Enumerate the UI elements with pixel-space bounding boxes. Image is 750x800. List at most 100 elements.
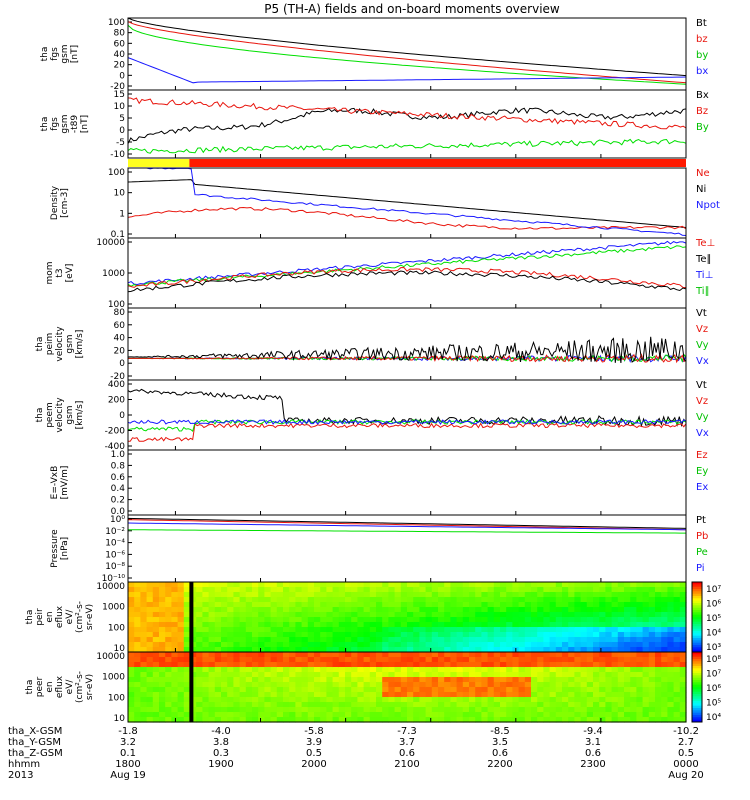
heatmap-cell [196, 647, 203, 653]
heatmap-cell [462, 582, 470, 588]
heatmap-cell [165, 647, 172, 653]
heatmap-cell [537, 677, 544, 683]
heatmap-cell [351, 657, 358, 663]
heatmap-cell [214, 667, 222, 673]
series-te-perp [127, 266, 687, 288]
heatmap-cell [400, 717, 408, 723]
heatmap-cell [419, 592, 427, 598]
heatmap-cell [624, 662, 631, 668]
heatmap-cell [549, 617, 557, 623]
heatmap-cell [345, 652, 352, 658]
heatmap-cell [599, 662, 606, 668]
colorbar-cell [692, 582, 702, 585]
heatmap-cell [648, 592, 656, 598]
heatmap-cell [208, 707, 216, 713]
heatmap-cell [438, 607, 445, 613]
heatmap-cell [531, 712, 538, 718]
heatmap-cell [456, 587, 464, 593]
heatmap-cell [345, 647, 352, 653]
heatmap-cell [524, 647, 532, 653]
heatmap-cell [183, 672, 191, 678]
heatmap-cell [338, 667, 346, 673]
heatmap-cell [202, 617, 210, 623]
heatmap-cell [134, 627, 141, 633]
heatmap-cell [326, 607, 334, 613]
heatmap-cell [593, 597, 600, 603]
heatmap-cell [636, 712, 644, 718]
heatmap-cell [599, 642, 606, 648]
heatmap-cell [475, 707, 482, 713]
heatmap-cell [196, 677, 203, 683]
heatmap-cell [413, 682, 420, 688]
heatmap-cell [469, 622, 476, 628]
y-tick-label: 10 [114, 102, 126, 112]
heatmap-cell [227, 702, 234, 708]
heatmap-cell [537, 672, 544, 678]
heatmap-cell [252, 697, 259, 703]
heatmap-cell [617, 692, 625, 698]
heatmap-cell [543, 707, 551, 713]
heatmap-cell [574, 652, 582, 658]
y-tick-label: 20 [114, 61, 126, 71]
heatmap-cell [394, 647, 402, 653]
heatmap-cell [307, 592, 315, 598]
heatmap-cell [140, 602, 148, 608]
heatmap-cell [500, 692, 507, 698]
heatmap-cell [338, 707, 346, 713]
panel-frame [127, 379, 687, 451]
heatmap-cell [512, 587, 520, 593]
heatmap-cell [549, 707, 557, 713]
heatmap-cell [239, 642, 247, 648]
heatmap-cell [307, 647, 315, 653]
heatmap-cell [531, 617, 538, 623]
heatmap-cell [183, 597, 191, 603]
heatmap-cell [580, 602, 588, 608]
heatmap-cell [450, 592, 458, 598]
heatmap-cell [196, 602, 203, 608]
heatmap-cell [159, 652, 166, 658]
heatmap-cell [171, 627, 179, 633]
heatmap-cell [165, 582, 172, 588]
heatmap-cell [357, 652, 365, 658]
heatmap-cell [487, 687, 495, 693]
heatmap-cell [518, 702, 526, 708]
heatmap-cell [444, 707, 451, 713]
heatmap-cell [388, 622, 396, 628]
heatmap-cell [140, 582, 148, 588]
heatmap-cell [624, 672, 631, 678]
heatmap-cell [580, 692, 588, 698]
heatmap-cell [363, 717, 371, 723]
heatmap-cell [679, 637, 687, 643]
heatmap-cell [456, 702, 464, 708]
heatmap-cell [345, 607, 352, 613]
heatmap-cell [233, 692, 241, 698]
heatmap-cell [320, 697, 327, 703]
heatmap-cell [599, 582, 606, 588]
heatmap-cell [617, 582, 625, 588]
colorbar-cell [692, 675, 702, 679]
heatmap-cell [134, 647, 141, 653]
heatmap-cell [481, 582, 489, 588]
heatmap-cell [661, 702, 668, 708]
heatmap-cell [642, 597, 650, 603]
heatmap-cell [345, 592, 352, 598]
heatmap-cell [128, 667, 135, 673]
y-tick-label: 10000 [96, 582, 125, 592]
heatmap-cell [487, 707, 495, 713]
heatmap-cell [159, 592, 166, 598]
heatmap-cell [283, 687, 290, 693]
heatmap-cell [518, 667, 526, 673]
heatmap-cell [679, 662, 687, 668]
heatmap-cell [338, 622, 346, 628]
y-tick-label: 0.8 [111, 461, 126, 471]
heatmap-cell [295, 717, 303, 723]
heatmap-cell [617, 597, 625, 603]
heatmap-cell [543, 667, 551, 673]
legend-entry: Pb [696, 531, 708, 542]
heatmap-cell [214, 647, 222, 653]
series-bx [127, 107, 687, 144]
heatmap-cell [531, 692, 538, 698]
heatmap-cell [301, 687, 309, 693]
heatmap-cell [580, 717, 588, 723]
heatmap-cell [456, 652, 464, 658]
